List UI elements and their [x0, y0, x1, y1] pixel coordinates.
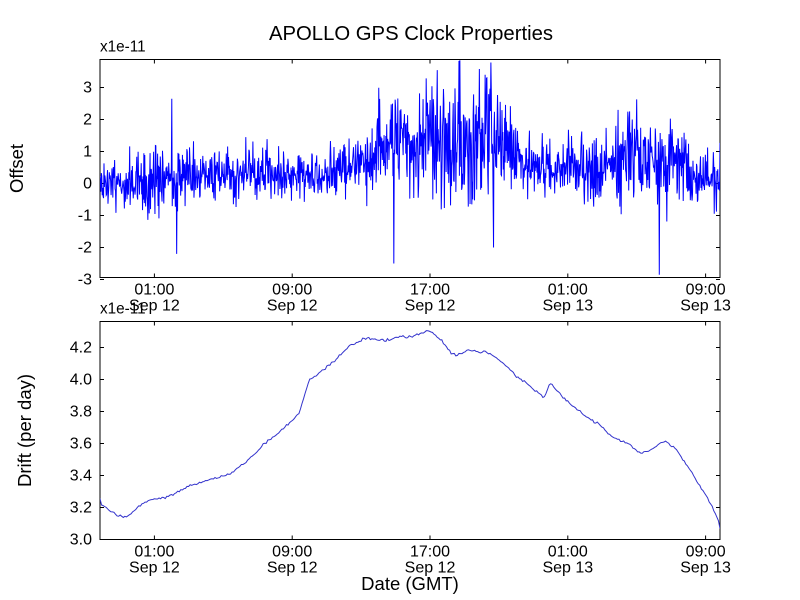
svg-text:Sep 12: Sep 12: [129, 298, 180, 315]
svg-text:0: 0: [83, 176, 92, 193]
svg-text:Sep 12: Sep 12: [267, 298, 318, 315]
svg-text:09:00: 09:00: [686, 282, 726, 299]
svg-text:01:00: 01:00: [548, 282, 588, 299]
svg-text:Sep 13: Sep 13: [542, 298, 593, 315]
svg-text:01:00: 01:00: [134, 282, 174, 299]
svg-text:4.0: 4.0: [70, 372, 92, 389]
svg-text:09:00: 09:00: [272, 544, 312, 561]
svg-text:Drift (per day): Drift (per day): [14, 374, 35, 487]
svg-text:Offset: Offset: [6, 144, 27, 193]
svg-text:3.8: 3.8: [70, 404, 92, 421]
svg-text:3.6: 3.6: [70, 436, 92, 453]
svg-text:4.2: 4.2: [70, 340, 92, 357]
svg-text:-1: -1: [78, 208, 92, 225]
svg-text:3.0: 3.0: [70, 532, 92, 549]
svg-text:-3: -3: [78, 272, 92, 289]
svg-text:17:00: 17:00: [410, 282, 450, 299]
svg-text:Sep 13: Sep 13: [680, 560, 731, 577]
svg-text:01:00: 01:00: [548, 544, 588, 561]
svg-text:-2: -2: [78, 240, 92, 257]
svg-text:3.2: 3.2: [70, 500, 92, 517]
svg-text:17:00: 17:00: [410, 544, 450, 561]
svg-text:APOLLO GPS Clock Properties: APOLLO GPS Clock Properties: [269, 23, 553, 45]
svg-text:09:00: 09:00: [686, 544, 726, 561]
svg-text:x1e-11: x1e-11: [100, 39, 146, 56]
svg-text:Sep 12: Sep 12: [267, 560, 318, 577]
svg-text:09:00: 09:00: [272, 282, 312, 299]
svg-text:1: 1: [83, 144, 92, 161]
svg-text:3.4: 3.4: [70, 468, 92, 485]
svg-text:3: 3: [83, 80, 92, 97]
svg-text:Sep 13: Sep 13: [680, 298, 731, 315]
svg-text:Sep 12: Sep 12: [405, 560, 456, 577]
svg-text:Sep 12: Sep 12: [405, 298, 456, 315]
svg-text:2: 2: [83, 112, 92, 129]
svg-text:Sep 13: Sep 13: [542, 560, 593, 577]
svg-text:01:00: 01:00: [134, 544, 174, 561]
svg-text:Sep 12: Sep 12: [129, 560, 180, 577]
